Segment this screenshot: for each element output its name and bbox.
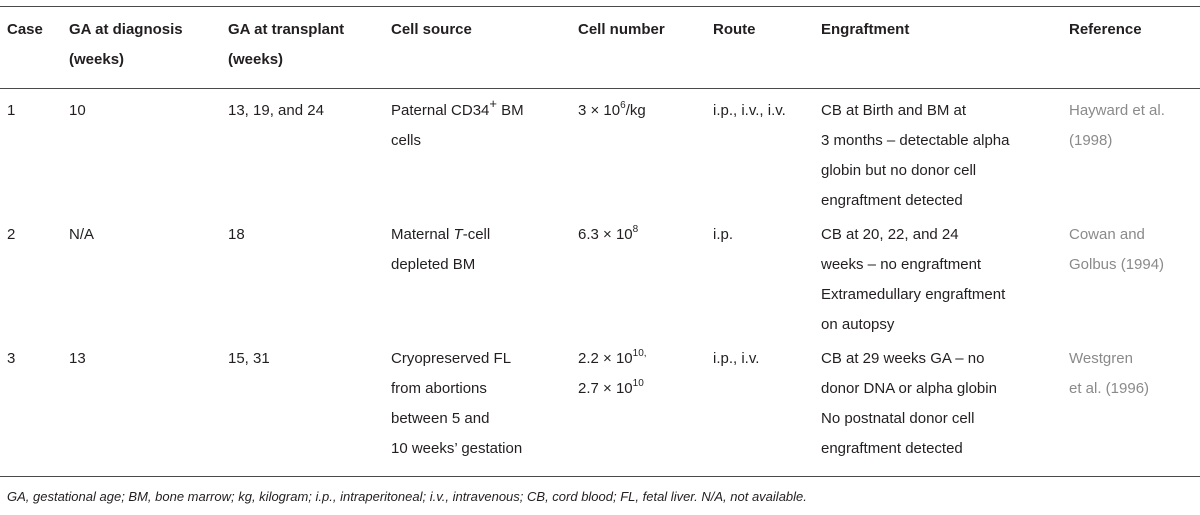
header-cell-number: Cell number [578,21,665,38]
table-footnote: GA, gestational age; BM, bone marrow; kg… [7,489,807,504]
row1-reference: Hayward et al. (1998) [1069,102,1165,149]
row2-case: 2 [7,226,16,243]
row2-cell-source: Maternal T-cell depleted BM [391,226,491,273]
row1-case: 1 [7,102,16,119]
table-top-rule [0,6,1200,7]
row3-engraftment: CB at 29 weeks GA – no donor DNA or alph… [821,350,997,457]
header-reference: Reference [1069,21,1142,38]
row2-reference: Cowan and Golbus (1994) [1069,226,1165,273]
header-engraftment: Engraftment [821,21,910,38]
table-bottom-rule [0,476,1200,477]
row2-ga-diagnosis: N/A [69,226,95,243]
row3-cell-source: Cryopreserved FL from abortions between … [391,350,523,457]
row1-cell-source: Paternal CD34+ BM cells [391,96,524,149]
row3-ga-transplant: 15, 31 [228,350,270,367]
row1-engraftment: CB at Birth and BM at 3 months – detecta… [821,102,1010,209]
row3-ga-diagnosis: 13 [69,350,86,367]
header-rule [0,88,1200,89]
row1-cell-number: 3 × 106/kg [578,100,646,120]
header-ga-diagnosis: GA at diagnosis (weeks) [69,21,183,68]
row2-route: i.p. [713,226,734,243]
row3-route: i.p., i.v. [713,350,760,367]
header-ga-transplant: GA at transplant (weeks) [228,21,345,68]
row3-reference: Westgren et al. (1996) [1069,350,1150,397]
row1-route: i.p., i.v., i.v. [713,102,786,119]
header-case: Case [7,21,43,38]
header-cell-source: Cell source [391,21,472,38]
header-route: Route [713,21,756,38]
row2-cell-number: 6.3 × 108 [578,224,639,244]
row2-ga-transplant: 18 [228,226,245,243]
row1-ga-diagnosis: 10 [69,102,86,119]
row3-case: 3 [7,350,16,367]
row1-ga-transplant: 13, 19, and 24 [228,102,324,119]
row3-cell-number: 2.2 × 1010, 2.7 × 1010 [578,348,647,398]
row2-engraftment: CB at 20, 22, and 24 weeks – no engraftm… [821,226,1006,333]
